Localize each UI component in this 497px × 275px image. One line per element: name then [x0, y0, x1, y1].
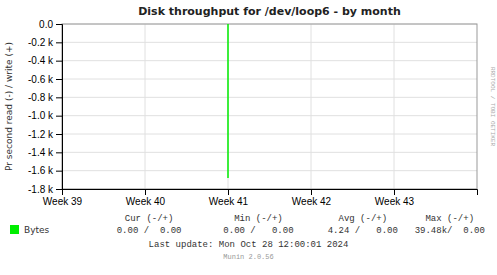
y-tick: -0.8 k — [28, 92, 62, 103]
y-tick-mark — [56, 171, 62, 172]
x-axis-line — [63, 190, 478, 196]
x-tick-mark — [145, 189, 146, 195]
grid-line-y — [62, 134, 477, 135]
grid-line-y — [62, 115, 477, 116]
y-tick-mark — [56, 134, 62, 135]
y-tick-mark — [56, 152, 62, 153]
y-tick: -1.8 k — [28, 184, 62, 195]
y-tick-label: -0.8 k — [28, 92, 54, 103]
grid-line-x — [394, 24, 395, 189]
y-axis: 0.0 -0.2 k -0.4 k -0.6 k -0.8 k -1.0 k -1.2 k -… — [28, 19, 63, 195]
x-tick: Week 40 — [126, 189, 166, 207]
grid-line-y — [62, 60, 477, 61]
grid-line-x — [145, 24, 146, 189]
y-axis-line — [56, 25, 63, 190]
y-tick-mark — [56, 189, 62, 190]
y-tick: 0.0 — [39, 19, 62, 30]
last-update: Last update: Mon Oct 28 12:00:01 2024 — [149, 240, 349, 250]
y-tick-mark — [56, 61, 62, 62]
y-tick-label: -0.6 k — [28, 74, 54, 85]
y-tick: -1.0 k — [28, 110, 62, 121]
x-axis: Week 39 Week 40 Week 41 Week 42 Week 43 — [43, 189, 478, 207]
plot-frame — [62, 24, 477, 189]
y-tick-label: -0.2 k — [28, 37, 54, 48]
series-line — [227, 24, 229, 178]
y-tick-label: -0.4 k — [28, 55, 54, 66]
stat-header: Max (-/+) — [425, 214, 474, 224]
x-tick: Week 43 — [375, 189, 415, 207]
legend: Bytes — [10, 225, 50, 235]
stat-header: Avg (-/+) — [339, 214, 388, 224]
x-tick-label: Week 42 — [292, 196, 332, 207]
y-tick-label: -1.4 k — [28, 147, 54, 158]
grid-line-y — [62, 42, 477, 43]
y-tick-label: -1.8 k — [28, 184, 54, 195]
y-tick-label: 0.0 — [39, 19, 53, 30]
watermark: RRDTOOL / TOBI OETIKER — [489, 67, 496, 147]
grid-line-x — [228, 24, 229, 189]
y-tick: -1.2 k — [28, 129, 62, 140]
y-tick-mark — [56, 79, 62, 80]
y-tick-mark — [56, 97, 62, 98]
y-tick: -0.6 k — [28, 74, 62, 85]
grid — [62, 24, 477, 189]
y-tick-label: -1.2 k — [28, 129, 54, 140]
y-tick-label: -1.0 k — [28, 110, 54, 121]
grid-line-y — [62, 97, 477, 98]
y-axis-title: Pr second read (-) / write (+) — [4, 42, 14, 171]
grid-line-y — [62, 170, 477, 171]
version-label: Munin 2.0.56 — [223, 253, 273, 261]
y-tick-mark — [56, 116, 62, 117]
footer: Cur (-/+) 0.00 / 0.00 Min (-/+) 0.00 / 0.00… — [117, 67, 496, 261]
y-tick: -1.6 k — [28, 165, 62, 176]
chart: Week 39 Week 40 Week 41 Week 42 Week 43 0.0 -0… — [0, 0, 497, 275]
y-tick-mark — [56, 42, 62, 43]
x-tick: Week 42 — [292, 189, 332, 207]
stat-header: Min (-/+) — [234, 214, 283, 224]
y-tick: -0.2 k — [28, 37, 62, 48]
x-tick-label: Week 41 — [209, 196, 249, 207]
y-tick-mark — [56, 24, 62, 25]
y-tick: -0.4 k — [28, 55, 62, 66]
x-tick: Week 41 — [209, 189, 249, 207]
x-tick-label: Week 43 — [375, 196, 415, 207]
grid-line-y — [62, 152, 477, 153]
grid-line-x — [311, 24, 312, 189]
y-tick: -1.4 k — [28, 147, 62, 158]
legend-swatch — [10, 225, 19, 234]
title: Disk throughput for /dev/loop6 - by mont… — [138, 5, 401, 18]
marks — [228, 24, 229, 178]
x-tick-mark — [311, 189, 312, 195]
x-tick-label: Week 39 — [43, 196, 83, 207]
stat-header: Cur (-/+) — [125, 214, 174, 224]
stat-value: 0.00 / 0.00 — [223, 226, 293, 236]
stat-value: 39.48k/ 0.00 — [415, 226, 485, 236]
stat-value: 4.24 / 0.00 — [328, 226, 398, 236]
grid-line-y — [62, 79, 477, 80]
y-tick-label: -1.6 k — [28, 165, 54, 176]
legend-label: Bytes — [24, 225, 50, 235]
x-tick-mark — [228, 189, 229, 195]
stat-value: 0.00 / 0.00 — [117, 226, 182, 236]
x-tick-label: Week 40 — [126, 196, 166, 207]
x-tick-mark — [394, 189, 395, 195]
